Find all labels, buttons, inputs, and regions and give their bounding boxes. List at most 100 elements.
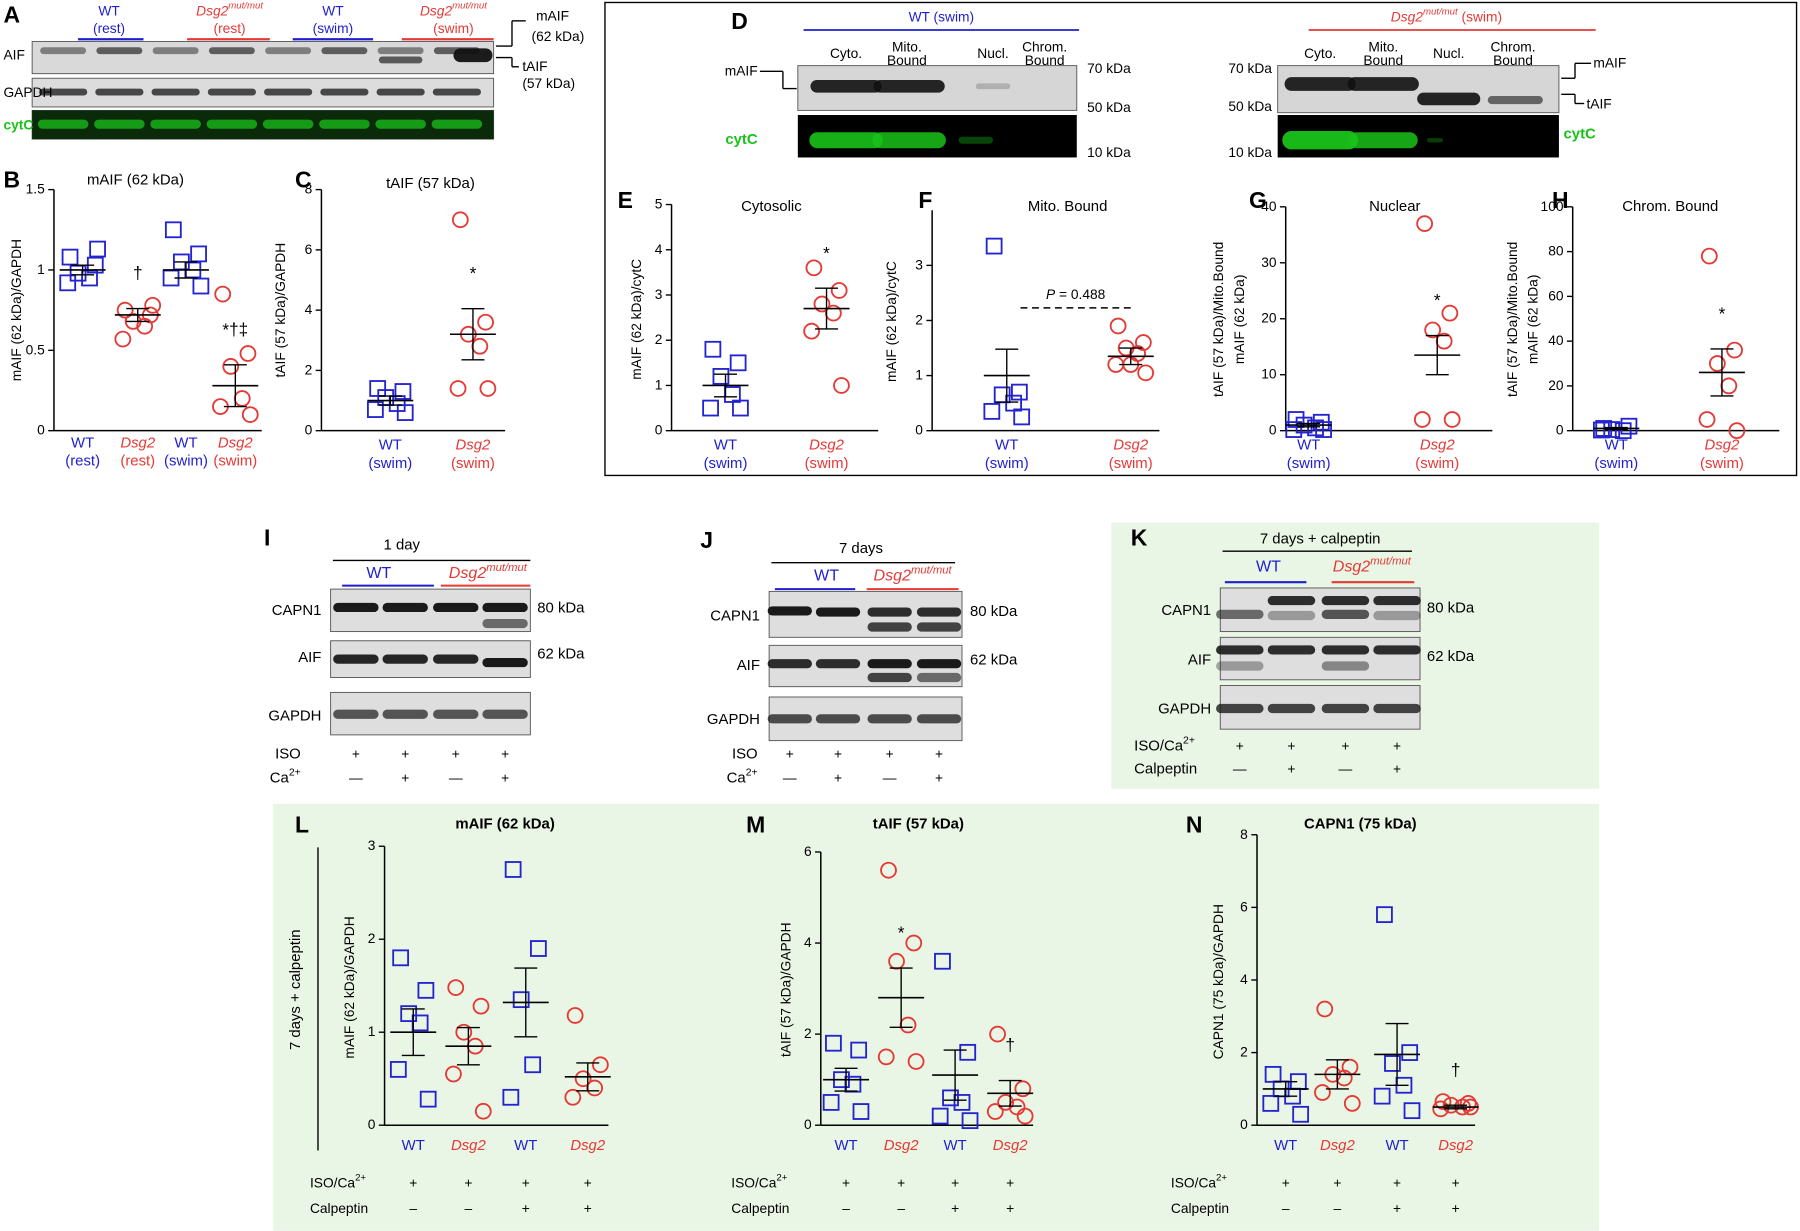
y-axis-label: tAIF (57 kDa)/Mito.Bound bbox=[1505, 242, 1520, 397]
blot-band bbox=[1321, 703, 1370, 714]
x-tick-label: Dsg2 bbox=[884, 1137, 920, 1154]
row-label: CAPN1 bbox=[272, 602, 322, 619]
blot-band bbox=[377, 47, 424, 55]
x-tick-sublabel: (swim) bbox=[213, 453, 257, 470]
x-tick-sublabel: (swim) bbox=[1415, 455, 1459, 472]
condition-value: + bbox=[1393, 1175, 1401, 1190]
kda-label: 10 kDa bbox=[1087, 145, 1131, 160]
significance: * bbox=[823, 242, 830, 262]
x-tick-label: WT bbox=[1274, 1137, 1297, 1154]
condition-value: + bbox=[522, 1201, 530, 1216]
data-point bbox=[1109, 317, 1127, 335]
x-tick-sublabel: (swim) bbox=[368, 455, 412, 472]
y-axis-label: mAIF (62 kDa)/cytC bbox=[884, 261, 899, 382]
y-tick-label: 4 bbox=[655, 241, 663, 256]
condition-value: + bbox=[1006, 1175, 1014, 1190]
data-point bbox=[934, 952, 951, 970]
data-point bbox=[449, 380, 467, 397]
condition-label: ISO/Ca2+ bbox=[310, 1173, 366, 1191]
blot-band bbox=[1373, 703, 1421, 714]
y-tick-label: 2 bbox=[655, 332, 663, 347]
data-point bbox=[241, 406, 259, 423]
blot-band bbox=[152, 47, 199, 55]
data-point bbox=[822, 1094, 840, 1111]
blot-band bbox=[382, 709, 428, 719]
group-label: Dsg2mut/mut bbox=[1333, 555, 1412, 575]
data-point bbox=[417, 981, 435, 999]
y-tick-label: 4 bbox=[305, 302, 313, 317]
condition-value: + bbox=[522, 1201, 530, 1216]
x-tick-label: Dsg2 bbox=[218, 434, 254, 451]
row-label: GAPDH bbox=[268, 707, 321, 724]
blot-title: Dsg2 bbox=[1391, 9, 1423, 24]
x-tick-label: WT bbox=[379, 437, 402, 454]
panel-letter: H bbox=[1552, 187, 1569, 213]
lane-label: Nucl. bbox=[977, 46, 1008, 61]
data-point bbox=[983, 403, 1001, 420]
chart-title: mAIF (62 kDa) bbox=[87, 171, 184, 188]
x-tick-label: Dsg2 bbox=[1438, 1137, 1474, 1154]
significance: * bbox=[1719, 303, 1726, 323]
kda-label: 62 kDa bbox=[1427, 648, 1475, 665]
kda-label: 62 kDa bbox=[537, 645, 585, 662]
condition-label: 2+ bbox=[776, 1173, 787, 1184]
data-point bbox=[1011, 383, 1028, 401]
data-point bbox=[959, 1043, 977, 1061]
lane-label: Chrom. bbox=[1490, 39, 1535, 54]
x-tick-label: Dsg2 bbox=[120, 434, 156, 451]
panel-letter: F bbox=[918, 187, 932, 213]
group-sublabel: (swim) bbox=[313, 21, 354, 36]
blot-band bbox=[264, 88, 313, 96]
condition-value: + bbox=[452, 746, 460, 761]
condition-value: + bbox=[452, 746, 460, 761]
panel-letter: M bbox=[746, 812, 765, 838]
blot-title: 7 days + calpeptin bbox=[1260, 531, 1381, 548]
x-tick-label: WT bbox=[1605, 437, 1628, 454]
blot-band bbox=[1321, 645, 1370, 655]
y-axis-label: tAIF (57 kDa)/Mito.Bound bbox=[1211, 242, 1226, 397]
chart-title: tAIF (57 kDa) bbox=[386, 175, 475, 192]
data-point bbox=[471, 337, 489, 355]
condition-label: Calpeptin bbox=[1171, 1201, 1229, 1216]
blot-band bbox=[810, 79, 882, 93]
condition-value: + bbox=[401, 770, 409, 785]
band-label: mAIF bbox=[1593, 55, 1626, 70]
blot-title: 1 day bbox=[384, 536, 421, 553]
x-tick-label: WT bbox=[714, 437, 737, 454]
y-tick-label: 6 bbox=[305, 242, 313, 257]
x-tick-sublabel: (swim) bbox=[1700, 455, 1744, 472]
x-tick-sublabel: (swim) bbox=[368, 455, 412, 472]
blot-band bbox=[916, 659, 962, 669]
blot-band bbox=[1487, 96, 1543, 105]
chart-title: Nuclear bbox=[1369, 198, 1420, 215]
y-tick-label: 6 bbox=[305, 242, 313, 257]
condition-value: + bbox=[584, 1201, 592, 1216]
data-point bbox=[1373, 1087, 1391, 1105]
y-tick-label: 0 bbox=[655, 422, 663, 437]
chart-title: Cytosolic bbox=[741, 198, 802, 215]
band-label: mAIF bbox=[536, 8, 569, 23]
significance: *†‡ bbox=[222, 319, 248, 339]
blot-band bbox=[333, 654, 379, 664]
y-tick-label: 0 bbox=[655, 422, 663, 437]
blot-band bbox=[333, 602, 379, 613]
blot-band bbox=[867, 622, 912, 632]
data-point bbox=[985, 237, 1003, 255]
kda-label: 70 kDa bbox=[1228, 61, 1272, 76]
data-point bbox=[942, 1089, 959, 1107]
condition-value: + bbox=[1236, 738, 1244, 753]
y-tick-label: 1 bbox=[37, 262, 45, 277]
y-tick-label: 30 bbox=[1261, 254, 1277, 269]
condition-value: — bbox=[349, 770, 363, 785]
x-tick-sublabel: (swim) bbox=[213, 453, 257, 470]
y-axis-label: mAIF (62 kDa)/GAPDH bbox=[9, 239, 24, 381]
panel-letter: D bbox=[731, 8, 748, 34]
x-tick-label: Dsg2 bbox=[993, 1137, 1029, 1154]
y-tick-label: 4 bbox=[1240, 972, 1248, 987]
x-tick-sublabel: (swim) bbox=[1109, 455, 1153, 472]
blot-band bbox=[1321, 595, 1370, 606]
lane-label: Nucl. bbox=[1433, 46, 1464, 61]
significance: *†‡ bbox=[222, 319, 248, 339]
group-label: WT bbox=[98, 3, 120, 18]
group-label: WT bbox=[322, 3, 344, 18]
